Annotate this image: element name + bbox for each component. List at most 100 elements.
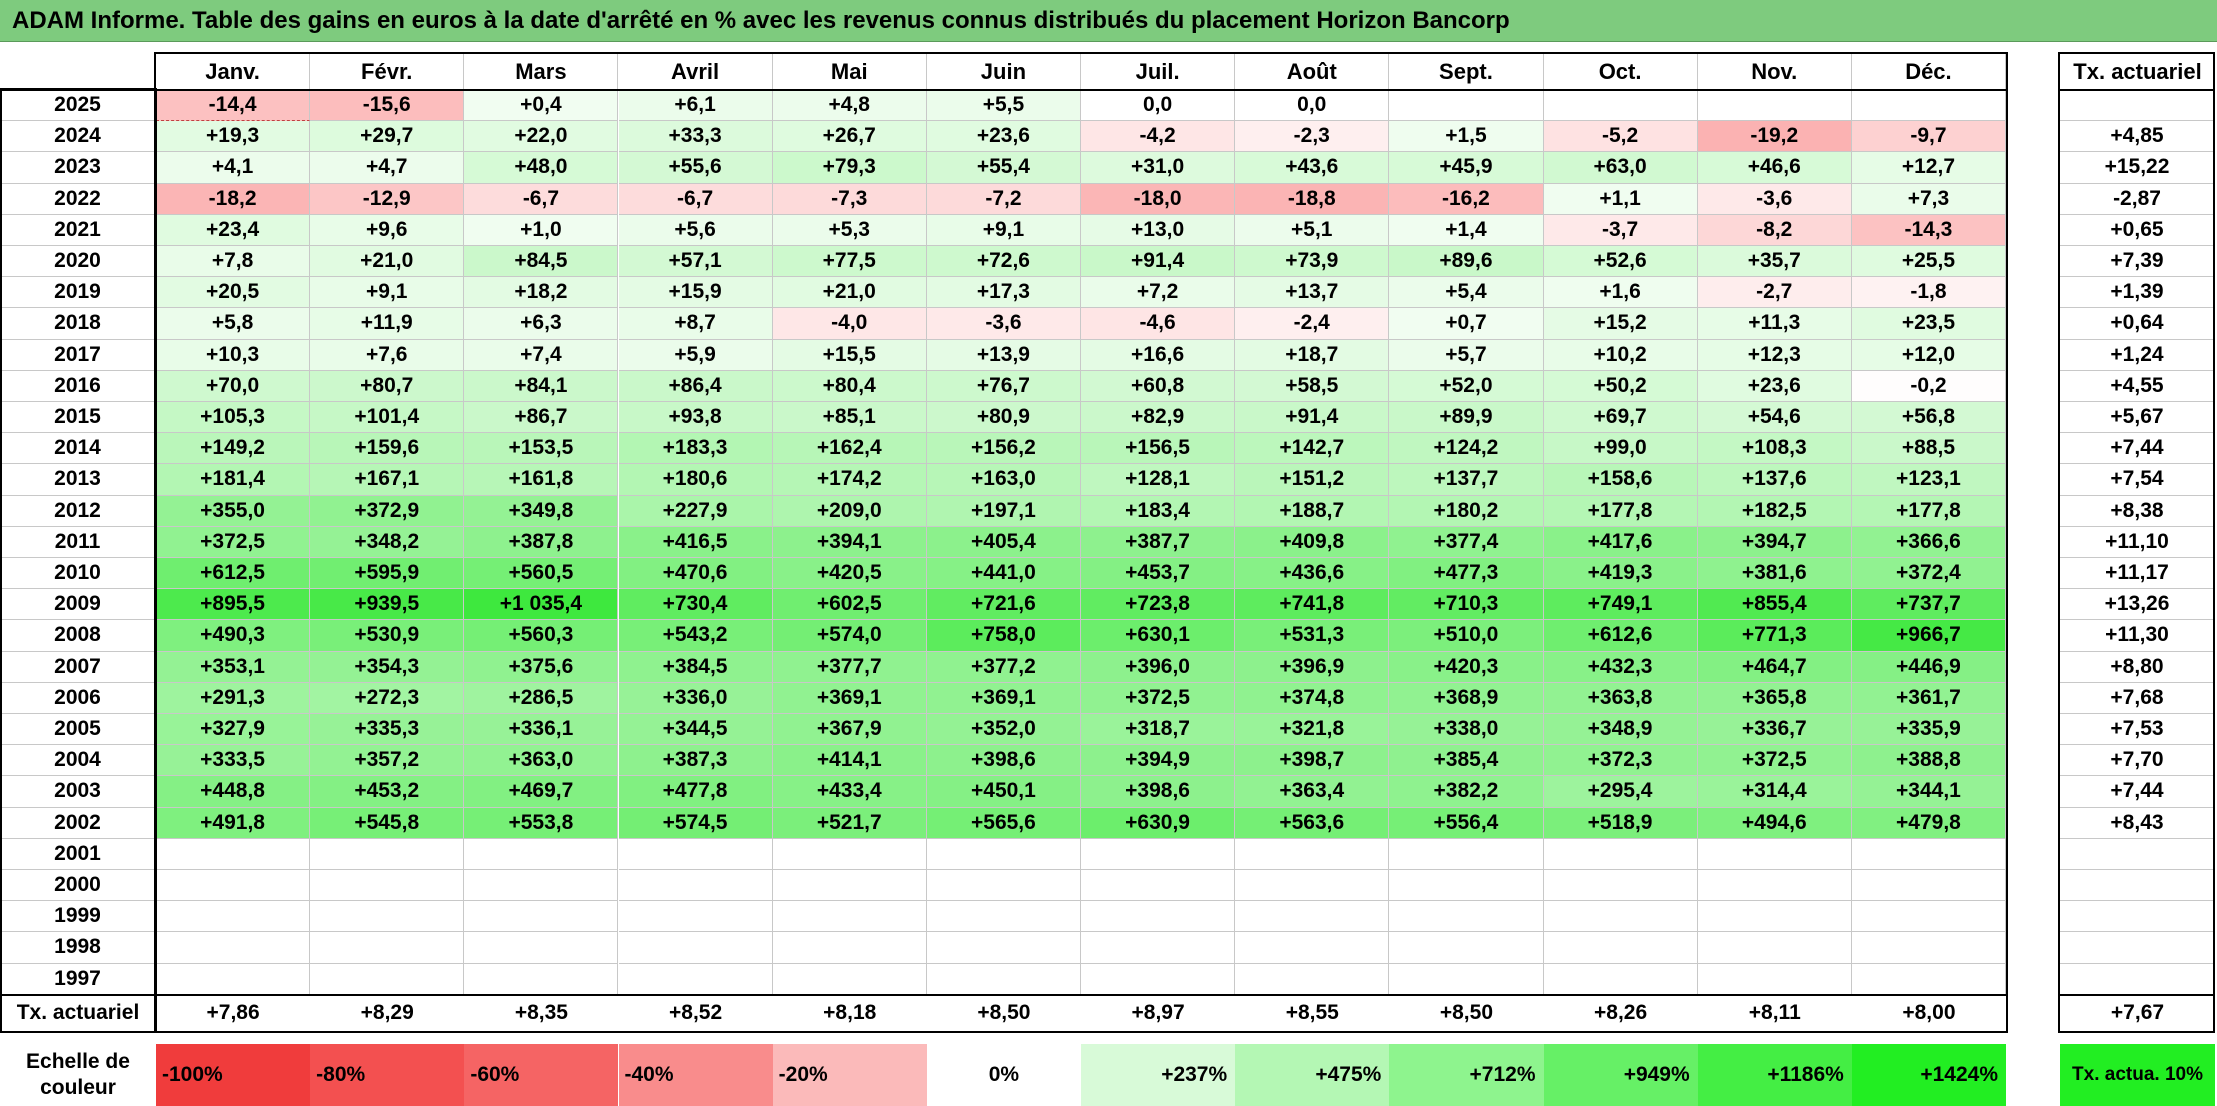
month-header: Juil. (1081, 54, 1236, 90)
table-cell: -14,3 (1851, 214, 2007, 246)
annual-rate-cell: +8,38 (2060, 495, 2215, 527)
table-cell: +612,5 (156, 558, 311, 590)
row-separator (0, 994, 2009, 996)
table-cell: 0,0 (1235, 90, 1390, 122)
table-cell: +545,8 (310, 807, 465, 839)
table-cell (1543, 838, 1698, 870)
table-cell: +4,1 (156, 152, 311, 184)
table-cell: 0,0 (1081, 90, 1236, 122)
table-cell: +417,6 (1543, 526, 1698, 558)
table-cell: +13,9 (926, 339, 1081, 371)
table-cell: +22,0 (464, 121, 619, 153)
table-cell: +4,7 (310, 152, 465, 184)
table-cell: +6,1 (618, 90, 773, 122)
annual-rate-cell: +11,10 (2060, 526, 2215, 558)
table-cell: +5,6 (618, 214, 773, 246)
table-cell (1389, 870, 1544, 902)
table-cell: +420,5 (772, 558, 927, 590)
table-cell: +23,6 (1697, 370, 1852, 402)
table-cell: +86,4 (618, 370, 773, 402)
table-cell: +553,8 (464, 807, 619, 839)
table-cell: +374,8 (1235, 682, 1390, 714)
table-cell: +7,3 (1851, 183, 2007, 215)
scale-tx-swatch: Tx. actua. 10% (2060, 1044, 2215, 1106)
table-cell: +387,7 (1081, 526, 1236, 558)
table-cell: +77,5 (772, 246, 927, 278)
table-cell: +151,2 (1235, 464, 1390, 496)
table-cell: +291,3 (156, 682, 311, 714)
table-cell: +142,7 (1235, 433, 1390, 465)
total-cell: +7,86 (206, 1001, 260, 1024)
table-cell: +180,6 (618, 464, 773, 496)
annual-rate-cell: +13,26 (2060, 589, 2215, 621)
table-cell: +387,3 (618, 745, 773, 777)
scale-swatch: -100% (156, 1044, 311, 1106)
scale-swatch: -80% (310, 1044, 465, 1106)
table-cell: +354,3 (310, 651, 465, 683)
annual-rate-cell (2060, 963, 2215, 995)
table-cell: +9,6 (310, 214, 465, 246)
year-label: 2025 (0, 90, 156, 122)
table-cell (1543, 90, 1698, 122)
table-cell: +420,3 (1389, 651, 1544, 683)
table-cell (1389, 901, 1544, 933)
table-cell: +565,6 (926, 807, 1081, 839)
scale-swatch: -20% (772, 1044, 927, 1106)
table-cell (618, 870, 773, 902)
year-label: 2023 (0, 152, 156, 184)
table-cell: +381,6 (1697, 558, 1852, 590)
table-cell: -4,0 (772, 308, 927, 340)
table-cell: +69,7 (1543, 402, 1698, 434)
table-cell: +188,7 (1235, 495, 1390, 527)
table-cell (926, 870, 1081, 902)
table-cell: +368,9 (1389, 682, 1544, 714)
table-cell: +602,5 (772, 589, 927, 621)
table-cell: -2,7 (1697, 277, 1852, 309)
table-cell (1851, 901, 2007, 933)
table-cell: +433,4 (772, 776, 927, 808)
table-cell: +158,6 (1543, 464, 1698, 496)
table-cell: +5,9 (618, 339, 773, 371)
table-cell: +477,8 (618, 776, 773, 808)
table-cell: +521,7 (772, 807, 927, 839)
table-cell: +388,8 (1851, 745, 2007, 777)
table-cell: +630,1 (1081, 620, 1236, 652)
table-cell: +79,3 (772, 152, 927, 184)
table-cell: +286,5 (464, 682, 619, 714)
table-cell: +26,7 (772, 121, 927, 153)
table-cell: +366,6 (1851, 526, 2007, 558)
table-cell: +17,3 (926, 277, 1081, 309)
table-cell: -9,7 (1851, 121, 2007, 153)
table-cell: +6,3 (464, 308, 619, 340)
table-cell (156, 901, 311, 933)
table-cell: +384,5 (618, 651, 773, 683)
table-cell (1543, 870, 1698, 902)
table-cell: +336,1 (464, 714, 619, 746)
table-cell: +450,1 (926, 776, 1081, 808)
annual-rate-cell: +0,64 (2060, 308, 2215, 340)
table-cell (618, 838, 773, 870)
total-cell: +8,11 (1748, 1001, 1801, 1024)
annual-rate-cell: +7,44 (2060, 776, 2215, 808)
table-cell: +363,8 (1543, 682, 1698, 714)
total-cell: +8,26 (1594, 1001, 1648, 1024)
table-cell (1851, 932, 2007, 964)
table-cell: +156,5 (1081, 433, 1236, 465)
table-cell: +16,6 (1081, 339, 1236, 371)
table-cell: +405,4 (926, 526, 1081, 558)
table-cell: +76,7 (926, 370, 1081, 402)
month-header: Août (1235, 54, 1390, 90)
table-cell: +18,7 (1235, 339, 1390, 371)
table-cell: +82,9 (1081, 402, 1236, 434)
year-label: 2012 (0, 495, 156, 527)
table-cell (1697, 90, 1852, 122)
table-cell: +7,8 (156, 246, 311, 278)
table-cell (310, 870, 465, 902)
row-separator (2058, 994, 2215, 996)
table-cell: +363,0 (464, 745, 619, 777)
month-header: Avril (618, 54, 773, 90)
total-cell: +8,50 (1439, 1001, 1493, 1024)
table-cell (772, 838, 927, 870)
table-cell: +939,5 (310, 589, 465, 621)
table-cell: +56,8 (1851, 402, 2007, 434)
